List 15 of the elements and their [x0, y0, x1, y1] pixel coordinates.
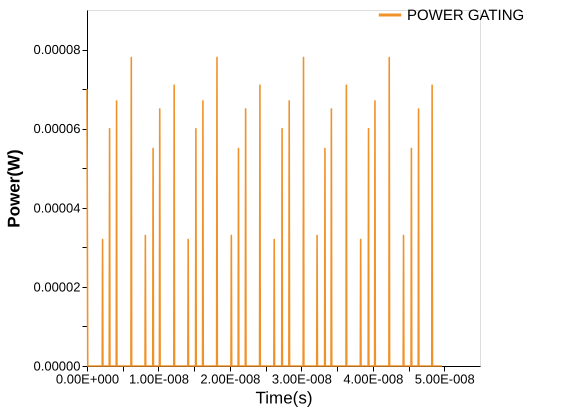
y-tick-label: 0.00004: [34, 200, 80, 216]
x-tick-label: 5.00E-008: [414, 372, 475, 386]
x-tick-label: 4.00E-008: [343, 372, 404, 386]
line-series: [86, 56, 443, 367]
x-axis-title: Time(s): [256, 388, 312, 408]
y-tick-label: 0.00000: [34, 358, 80, 374]
x-tick-label: 2.00E-008: [200, 372, 260, 386]
x-tick-label: 3.00E-008: [272, 372, 332, 386]
legend-label: POWER GATING: [407, 7, 524, 24]
y-tick-label: 0.00008: [34, 42, 80, 58]
y-tick-label: 0.00006: [34, 121, 80, 136]
x-tick-label: 1.00E-008: [128, 372, 189, 386]
y-tick-label: 0.00002: [34, 279, 80, 294]
y-axis-title: Power(W): [4, 149, 24, 228]
x-tick-label: 0.00E+000: [56, 372, 120, 386]
